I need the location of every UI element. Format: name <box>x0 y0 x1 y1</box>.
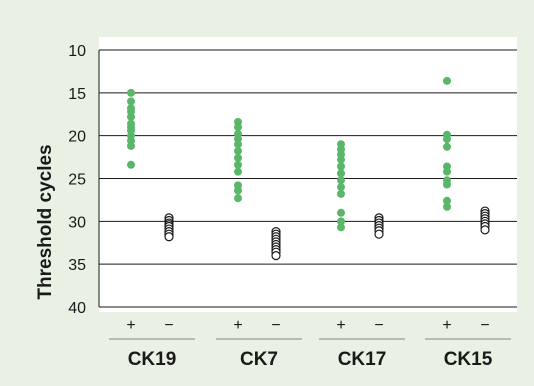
data-point <box>480 225 490 235</box>
y-tick-label: 25 <box>68 172 86 189</box>
data-point <box>127 141 135 150</box>
data-point <box>234 160 242 169</box>
data-point <box>337 208 345 217</box>
series-sign-label: − <box>480 317 489 334</box>
series-sign-label: + <box>442 317 451 334</box>
data-point <box>337 223 345 232</box>
data-point <box>234 194 242 203</box>
y-axis-title: Threshold cycles <box>35 144 56 299</box>
y-axis: 10 15 20 25 30 35 40 <box>68 43 100 317</box>
group-label: CK15 <box>444 349 493 370</box>
data-point <box>234 167 242 176</box>
data-point <box>337 217 345 226</box>
data-point <box>127 112 135 121</box>
data-points <box>127 76 490 261</box>
data-point <box>337 189 345 198</box>
series-sign-label: + <box>233 317 242 334</box>
data-point <box>374 229 384 239</box>
data-point <box>443 142 451 151</box>
data-point <box>337 162 345 171</box>
data-point <box>443 196 451 205</box>
data-point <box>443 202 451 211</box>
x-axis: + − CK19 + − CK7 + − CK17 + − CK15 <box>109 317 511 370</box>
y-tick-label: 10 <box>68 43 86 60</box>
series-sign-label: − <box>271 317 280 334</box>
data-point <box>443 167 451 176</box>
data-point <box>337 155 345 164</box>
data-point <box>443 135 451 144</box>
y-tick-label: 30 <box>68 214 86 231</box>
data-point <box>164 232 174 242</box>
group-label: CK19 <box>128 349 177 370</box>
data-point <box>234 186 242 195</box>
data-point <box>271 251 281 261</box>
data-point <box>443 76 451 85</box>
data-point <box>337 176 345 185</box>
data-point <box>234 123 242 132</box>
y-tick-label: 20 <box>68 129 86 146</box>
data-point <box>234 140 242 149</box>
series-sign-label: + <box>126 317 135 334</box>
data-point <box>234 153 242 162</box>
data-point <box>127 88 135 97</box>
data-point <box>234 147 242 156</box>
group-label: CK17 <box>338 349 387 370</box>
plot-area <box>99 37 517 312</box>
series-sign-label: − <box>374 317 383 334</box>
series-sign-label: + <box>336 317 345 334</box>
data-point <box>443 180 451 189</box>
y-tick-label: 15 <box>68 86 86 103</box>
group-label: CK7 <box>240 349 278 370</box>
y-tick-label: 40 <box>68 300 86 317</box>
data-point <box>337 183 345 192</box>
data-point <box>127 160 135 169</box>
data-point <box>127 97 135 106</box>
y-tick-label: 35 <box>68 257 86 274</box>
series-sign-label: − <box>164 317 173 334</box>
data-point <box>337 169 345 178</box>
